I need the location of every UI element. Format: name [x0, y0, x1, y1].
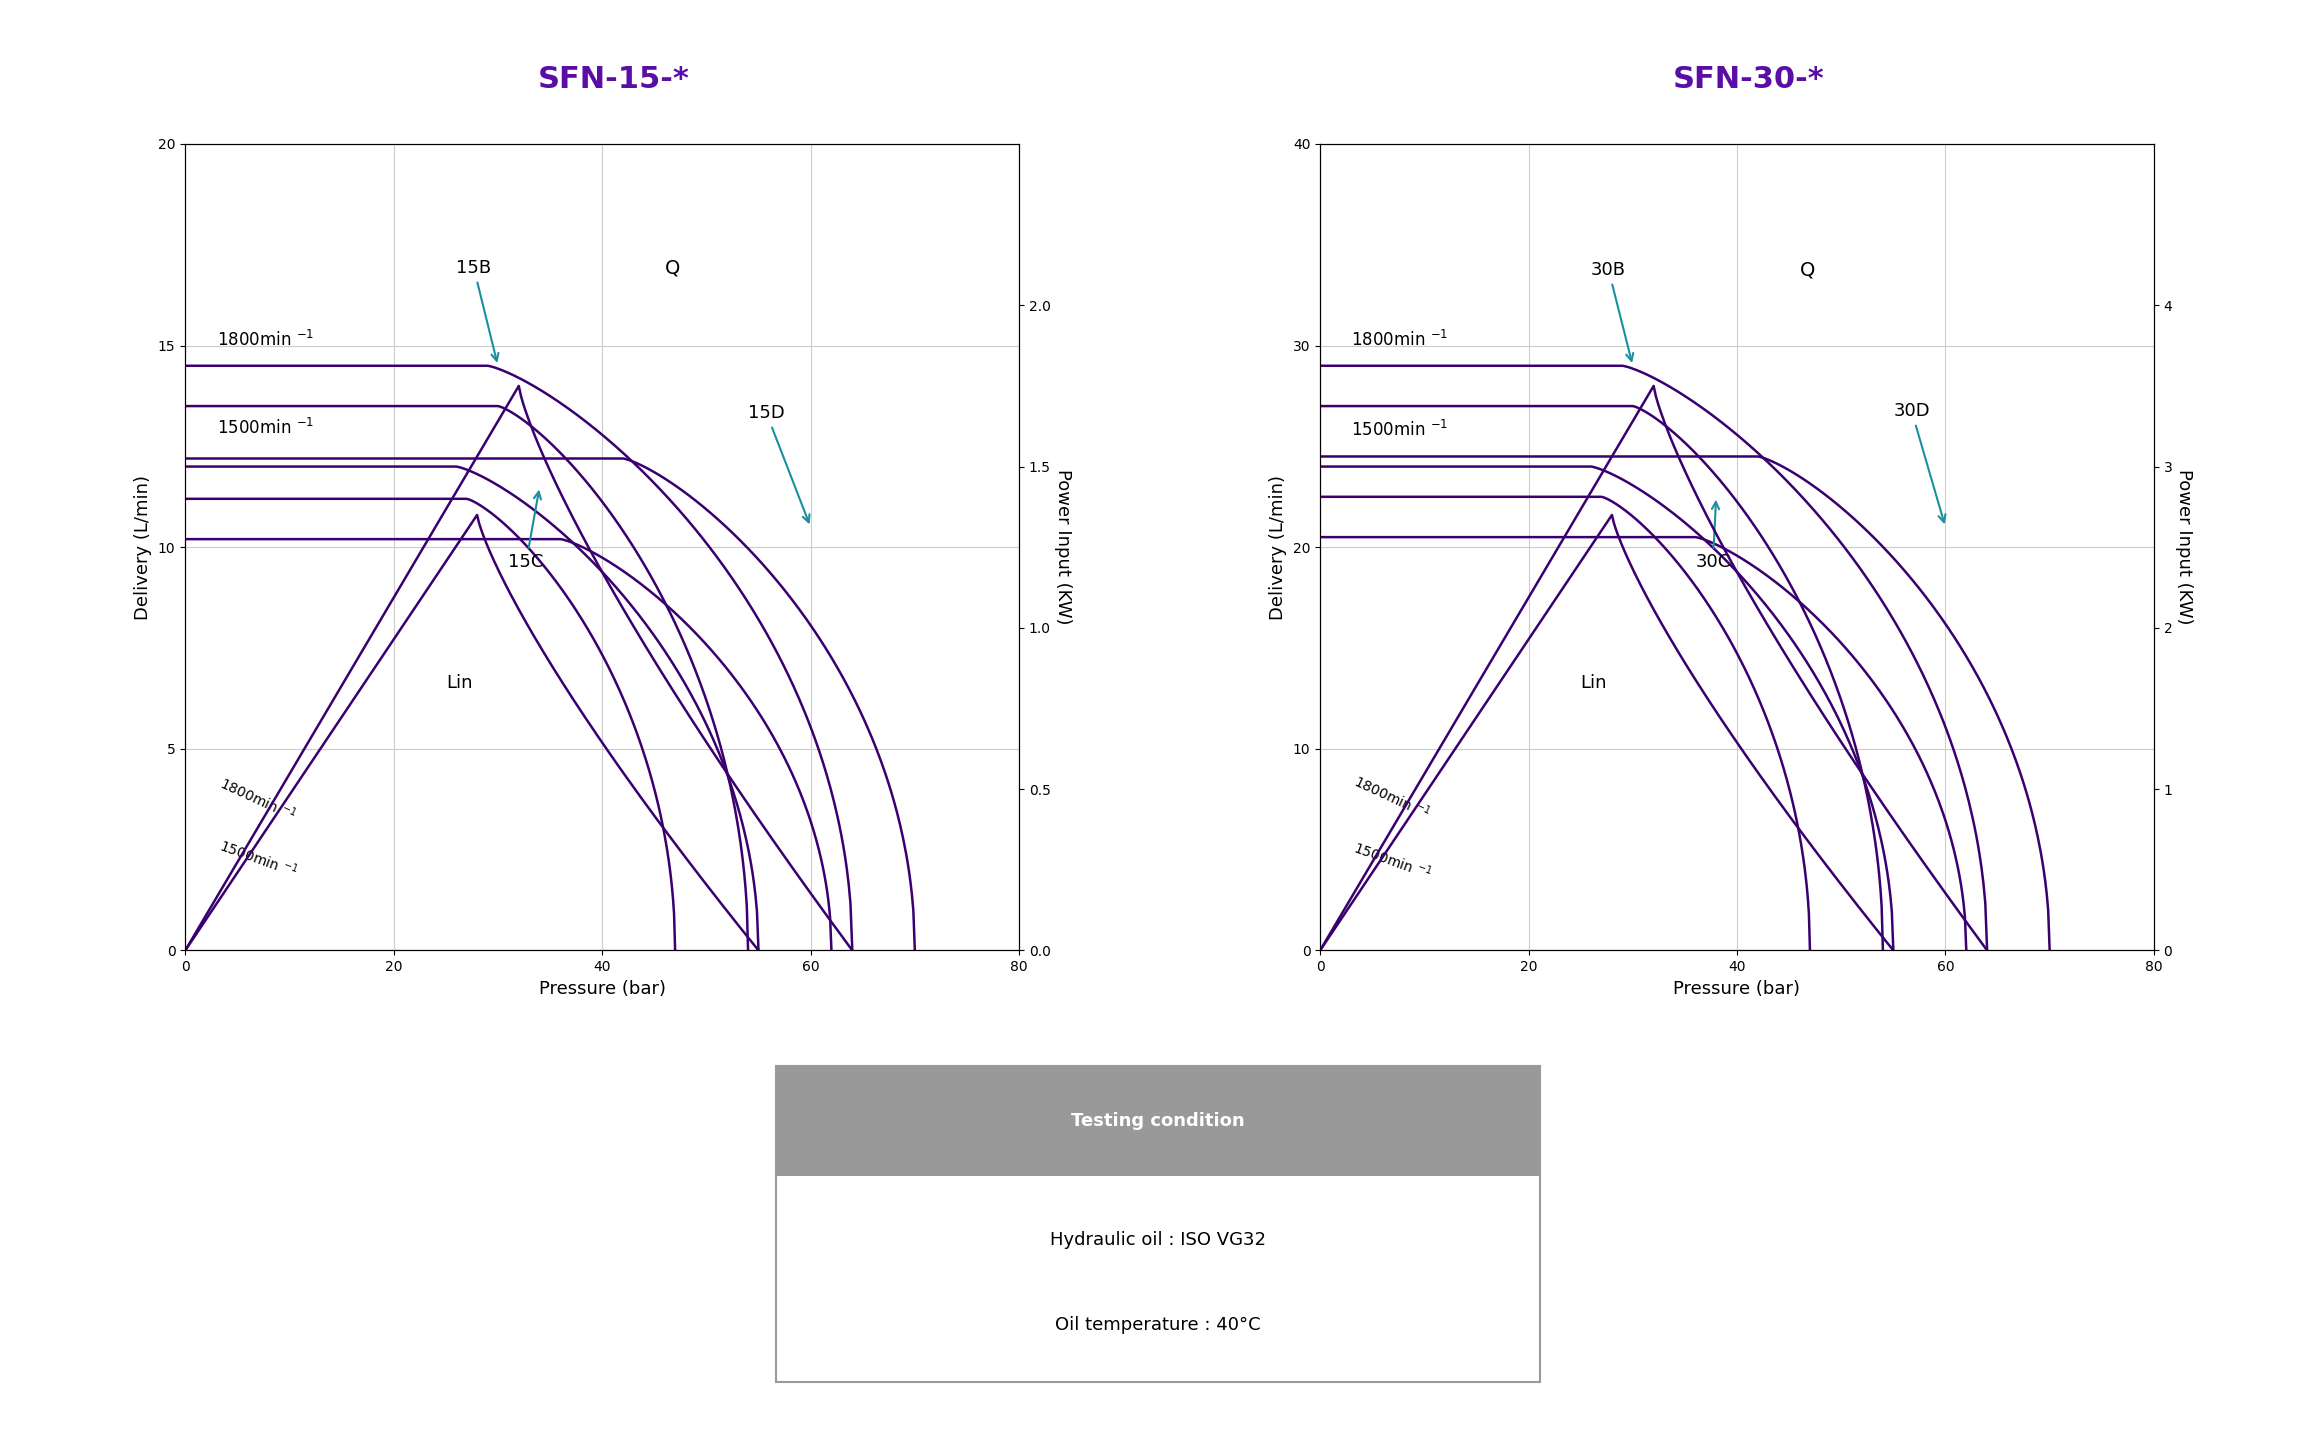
Text: Testing condition: Testing condition — [1072, 1112, 1244, 1130]
Text: 30C: 30C — [1695, 503, 1730, 572]
Text: 1800min $^{-1}$: 1800min $^{-1}$ — [215, 773, 299, 824]
Text: 15B: 15B — [456, 259, 498, 361]
X-axis label: Pressure (bar): Pressure (bar) — [1674, 979, 1800, 998]
Text: 1800min $^{-1}$: 1800min $^{-1}$ — [1350, 330, 1448, 350]
X-axis label: Pressure (bar): Pressure (bar) — [540, 979, 665, 998]
Y-axis label: Power Input (KW): Power Input (KW) — [2175, 469, 2193, 625]
Text: 1500min $^{-1}$: 1500min $^{-1}$ — [215, 418, 313, 438]
Y-axis label: Delivery (L/min): Delivery (L/min) — [1269, 475, 1288, 619]
Text: 30B: 30B — [1591, 261, 1633, 361]
Text: 1500min $^{-1}$: 1500min $^{-1}$ — [1350, 838, 1434, 883]
Text: 30D: 30D — [1892, 402, 1945, 523]
Text: Q: Q — [1800, 261, 1816, 279]
Text: Hydraulic oil : ISO VG32: Hydraulic oil : ISO VG32 — [1049, 1231, 1267, 1248]
Text: Q: Q — [665, 258, 681, 276]
Text: 1800min $^{-1}$: 1800min $^{-1}$ — [215, 330, 313, 350]
Text: 1800min $^{-1}$: 1800min $^{-1}$ — [1350, 770, 1434, 822]
Y-axis label: Delivery (L/min): Delivery (L/min) — [134, 475, 153, 619]
Text: 1500min $^{-1}$: 1500min $^{-1}$ — [215, 835, 299, 881]
Text: Lin: Lin — [445, 674, 472, 693]
Text: SFN-30-*: SFN-30-* — [1672, 65, 1825, 94]
Text: 1500min $^{-1}$: 1500min $^{-1}$ — [1350, 420, 1448, 441]
Text: 15D: 15D — [748, 405, 811, 523]
Text: 15C: 15C — [507, 491, 544, 572]
Text: SFN-15-*: SFN-15-* — [537, 65, 690, 94]
Y-axis label: Power Input (KW): Power Input (KW) — [1054, 469, 1072, 625]
Text: Oil temperature : 40°C: Oil temperature : 40°C — [1056, 1316, 1260, 1335]
Text: Lin: Lin — [1580, 674, 1607, 693]
